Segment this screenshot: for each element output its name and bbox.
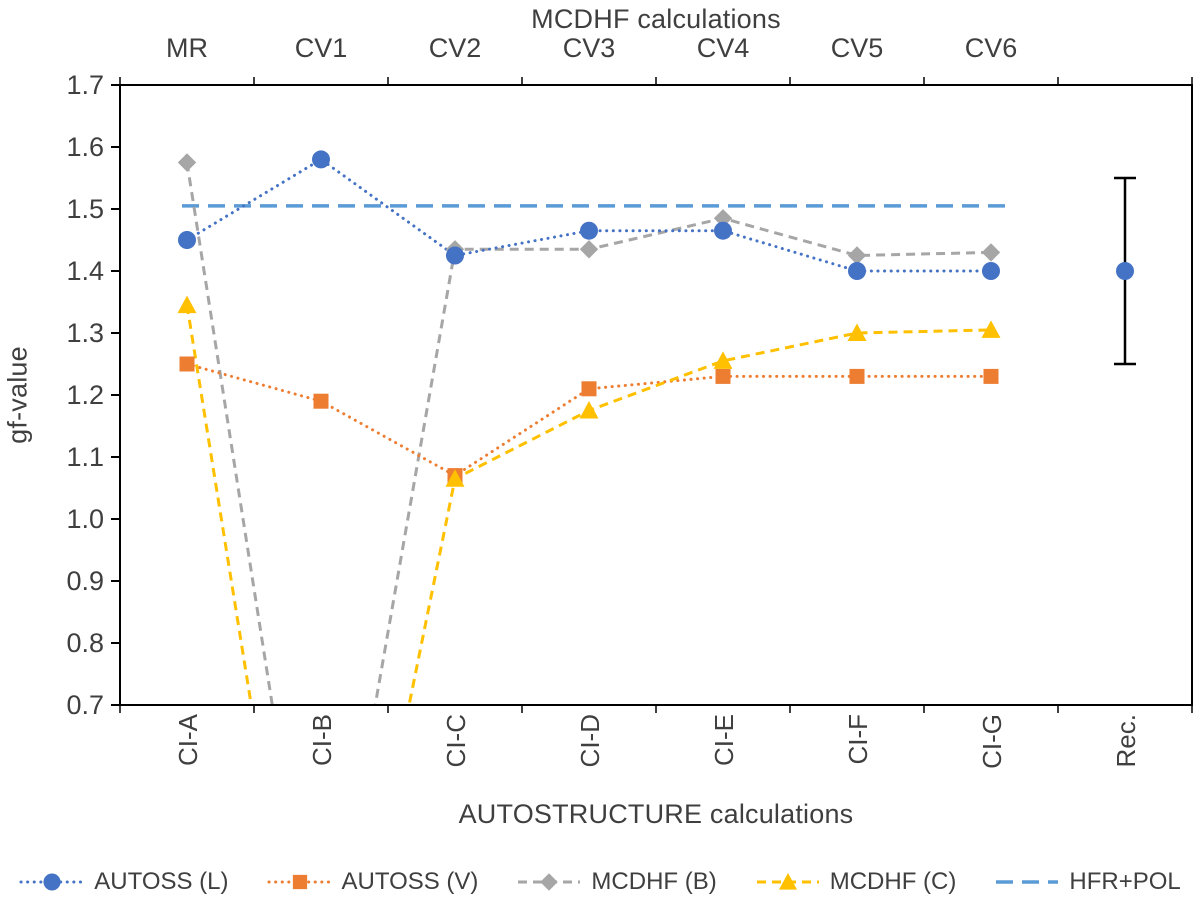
bottom-category-label: CI-B: [307, 714, 337, 766]
legend-sample-icon: [996, 880, 1059, 884]
marker-square-icon: [715, 368, 731, 384]
y-tick-label: 1.0: [66, 504, 104, 534]
marker-diamond-icon: [579, 240, 599, 259]
y-tick-label: 0.8: [66, 628, 104, 658]
legend-label: AUTOSS (V): [341, 868, 479, 895]
y-tick-label: 1.5: [66, 194, 104, 224]
top-category-label: CV4: [697, 33, 750, 63]
top-axis-title: MCDHF calculations: [531, 4, 781, 34]
top-category-label: CV2: [429, 33, 482, 63]
marker-square-icon: [983, 368, 999, 384]
bottom-category-label: CI-E: [709, 714, 739, 766]
legend-sample-icon: [518, 873, 581, 891]
y-tick-label: 1.3: [66, 318, 104, 348]
series-line: [185, 362, 993, 478]
bottom-category-label: CI-C: [441, 714, 471, 767]
marker-triangle-icon: [177, 295, 197, 314]
marker-square-icon: [292, 874, 307, 890]
plot-border: [119, 84, 1193, 706]
y-tick-label: 1.7: [66, 70, 104, 100]
legend-label: HFR+POL: [1069, 868, 1181, 895]
marker-circle-icon: [178, 231, 196, 249]
bottom-category-label: CI-D: [575, 714, 605, 767]
legend-item-mcdhf-b: MCDHF (B): [516, 868, 717, 896]
top-category-label: CV1: [295, 33, 348, 63]
y-tick-label: 1.4: [66, 256, 104, 286]
marker-circle-icon: [312, 150, 330, 169]
top-category-label: CV3: [563, 33, 616, 63]
legend-label: MCDHF (B): [591, 868, 717, 895]
marker-circle-icon: [580, 221, 598, 240]
marker-diamond-icon: [981, 243, 1001, 262]
marker-square-icon: [581, 381, 597, 397]
marker-circle-icon: [848, 262, 866, 280]
marker-triangle-icon: [981, 320, 1001, 338]
bottom-category-label: Rec.: [1111, 714, 1141, 767]
marker-triangle-icon: [778, 872, 797, 890]
marker-square-icon: [179, 356, 195, 372]
top-category-label: CV5: [831, 33, 884, 63]
marker-triangle-icon: [445, 469, 465, 487]
marker-circle-icon: [1116, 262, 1134, 280]
marker-diamond-icon: [540, 873, 559, 891]
marker-diamond-icon: [177, 153, 197, 172]
marker-triangle-icon: [847, 323, 867, 341]
bottom-category-label: CI-G: [977, 714, 1007, 769]
marker-triangle-icon: [579, 401, 599, 419]
legend-item-autoss-l: AUTOSS (L): [19, 868, 229, 896]
y-tick-label: 1.2: [66, 380, 104, 410]
y-tick-label: 0.9: [66, 566, 104, 596]
y-tick-label: 1.1: [66, 442, 104, 472]
marker-circle-icon: [714, 221, 732, 240]
legend-sample-icon: [756, 872, 819, 890]
legend-label: MCDHF (C): [829, 868, 957, 895]
bottom-axis-title: AUTOSTRUCTURE calculations: [458, 799, 854, 829]
axes: 0.7 0.8 0.9 1.0 1.1 1.2 1.3 1.4 1.5 1.6 1.7 MR CV1 CV…: [66, 33, 1193, 769]
marker-diamond-icon: [847, 246, 867, 265]
top-category-label: CV6: [965, 33, 1018, 63]
y-tick-label: 1.6: [66, 132, 104, 162]
legend-item-hfr-pol: HFR+POL: [994, 868, 1181, 896]
bottom-category-label: CI-F: [843, 714, 873, 765]
legend-sample-icon: [19, 873, 85, 891]
y-tick-label: 0.7: [66, 690, 104, 720]
bottom-category-label: CI-A: [173, 713, 203, 766]
top-category-label: MR: [166, 33, 208, 63]
y-axis-title: gf-value: [2, 346, 33, 444]
gf-value-chart: 0.7 0.8 0.9 1.0 1.1 1.2 1.3 1.4 1.5 1.6 1.7 MR CV1 CV…: [66, 33, 1193, 769]
legend-label: AUTOSS (L): [94, 868, 229, 895]
marker-circle-icon: [446, 246, 464, 265]
series-layer: [177, 150, 1013, 705]
marker-square-icon: [313, 393, 329, 409]
legend-item-autoss-v: AUTOSS (V): [267, 868, 479, 896]
marker-circle-icon: [982, 262, 1000, 280]
chart-legend: AUTOSS (L) AUTOSS (V) MCDHF (B) MCDHF (C) HF…: [0, 868, 1200, 896]
recommended-point: [1114, 176, 1136, 366]
legend-item-mcdhf-c: MCDHF (C): [755, 868, 957, 896]
marker-diamond-icon: [713, 209, 733, 228]
marker-circle-icon: [43, 873, 61, 891]
legend-sample-icon: [267, 874, 332, 890]
marker-square-icon: [849, 368, 865, 384]
marker-triangle-icon: [713, 351, 733, 369]
